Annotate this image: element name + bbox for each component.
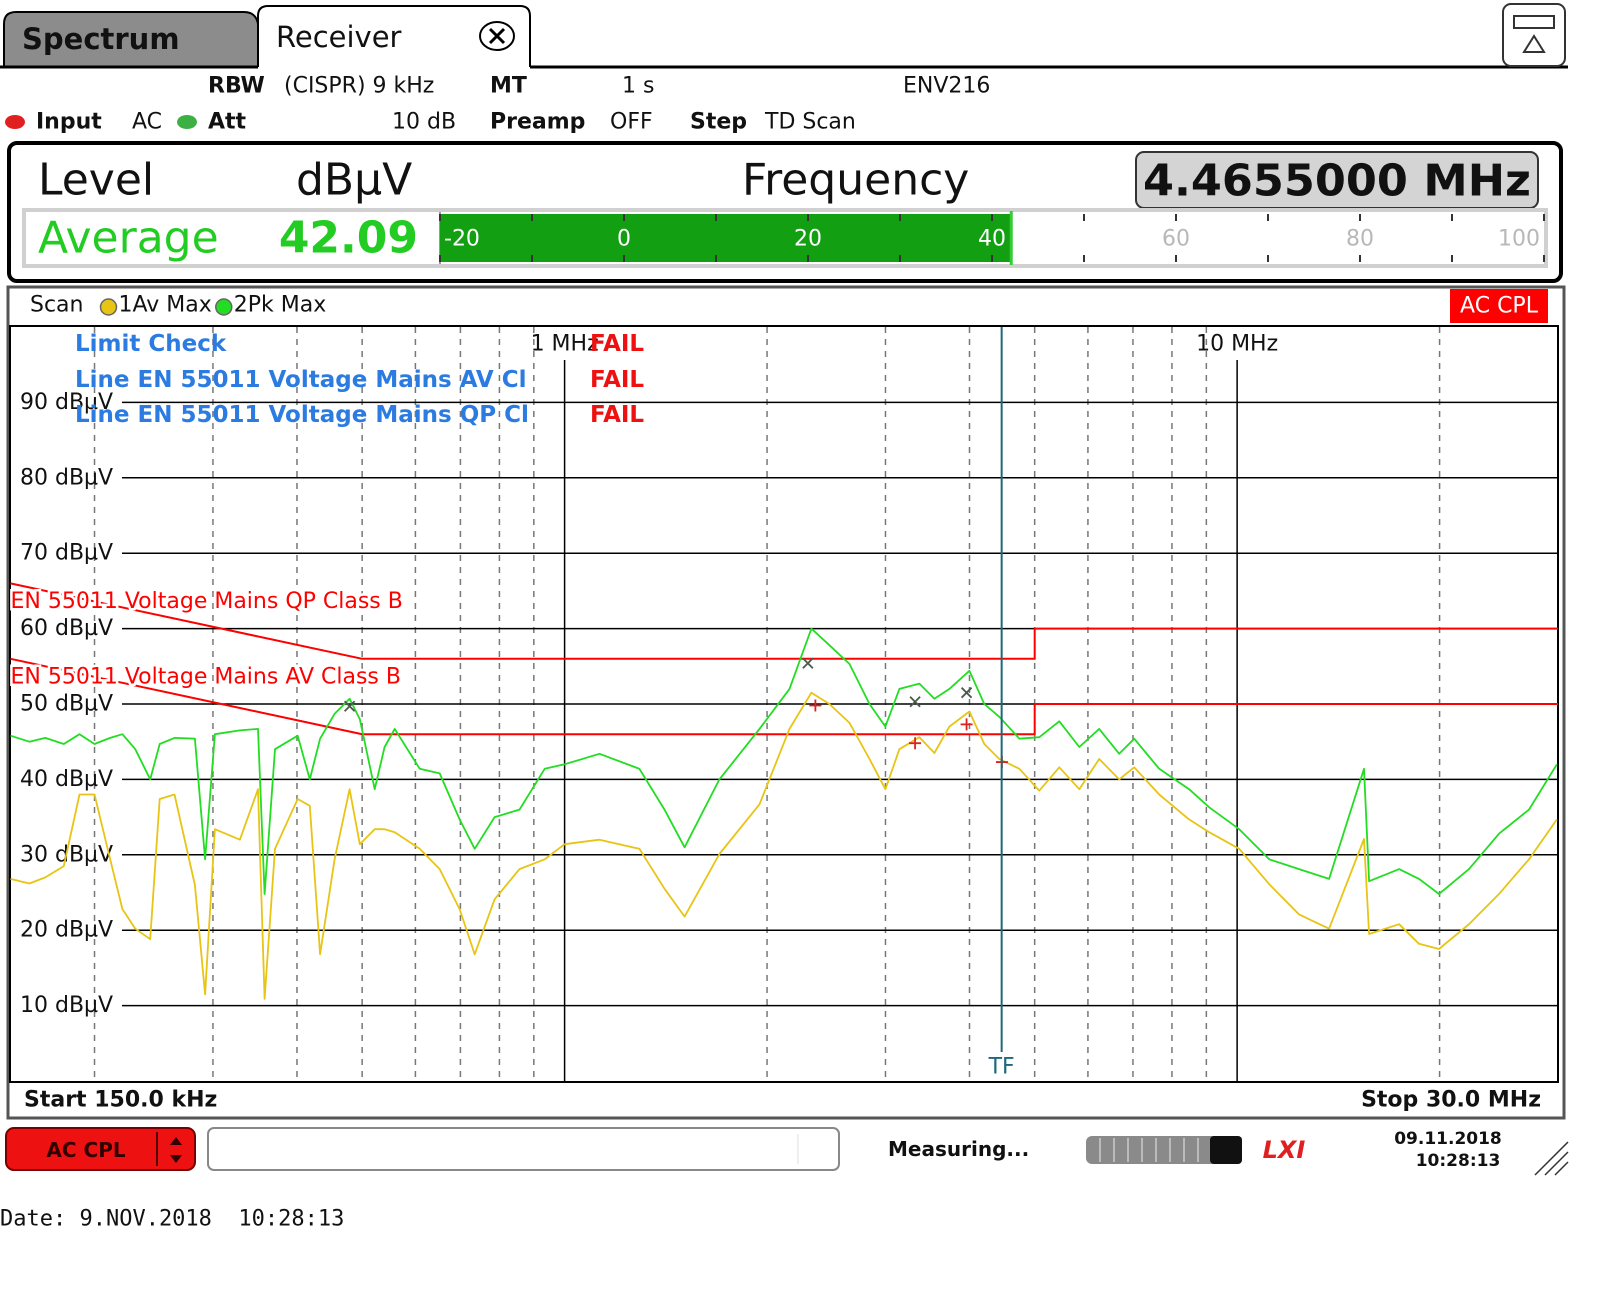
button-icon [1522,34,1546,53]
meter-tick-label: 60 [1162,227,1190,252]
status-time: 10:28:13 [1416,1151,1501,1171]
x-tick-label: 1 MHz [531,332,599,357]
peak-marker [802,657,814,669]
meter-tick-label: 0 [617,227,631,252]
tab-receiver[interactable] [257,5,531,67]
legend-swatch [99,298,118,316]
device-name: ENV216 [903,74,990,99]
y-tick-label: 10 dBµV [20,993,113,1018]
meter-tick-label: 100 [1498,227,1540,252]
limit-leader [159,690,363,735]
frequency-value: 4.4655000 MHz [1143,156,1531,207]
peak-marker [960,718,973,731]
peak-marker [909,737,922,750]
close-x [488,27,506,45]
setting-label: Att [208,110,247,135]
peak-marker [909,696,921,708]
status-date: 09.11.2018 [1394,1129,1502,1149]
limit-check-result: FAIL [590,331,644,357]
setting-label: RBW [208,74,265,99]
setting-label: Step [690,110,747,135]
peak-marker [809,699,822,712]
legend-label: 2Pk Max [234,293,326,318]
button-label: AC CPL [46,1138,125,1162]
button-icon [1513,15,1555,29]
limit-leader [159,614,363,660]
trace [10,627,1558,895]
progress-bar [1086,1136,1242,1164]
lxi-logo: LXI [1263,1136,1306,1164]
meter-tick-label: -20 [444,227,480,252]
y-tick-label: 90 dBµV [20,390,113,415]
limit-line-check: Line EN 55011 Voltage Mains AV Cl [75,367,527,393]
limit-line-check: Line EN 55011 Voltage Mains QP Cl [75,402,529,428]
y-tick-label: 80 dBµV [20,465,113,490]
setting-value: 10 dB [392,110,456,135]
setting-label: Input [36,110,102,135]
legend-label: 1Av Max [119,293,212,318]
meter-tick-label: 20 [794,227,822,252]
detector-label: Average [38,213,219,264]
close-tab-button[interactable] [479,21,515,51]
footer-date: Date: 9.NOV.2018 10:28:13 [0,1207,344,1232]
progress-segments [1099,1138,1199,1162]
resize-grip [1534,1141,1569,1176]
level-bar-edge [1009,211,1013,265]
setting-value: (CISPR) 9 kHz [284,74,434,99]
limit-line-result: FAIL [590,367,644,393]
coupling-badge [1450,289,1548,323]
input-field[interactable] [207,1127,840,1171]
button-frame [5,1127,196,1171]
limit-line-label: EN 55011 Voltage Mains QP Class B [11,589,403,614]
setting-label: Preamp [490,110,585,135]
limit-check-title: Limit Check [75,331,227,357]
setting-value: OFF [610,110,653,135]
y-tick-label: 60 dBµV [20,616,113,641]
limit-line-result: FAIL [590,402,644,428]
meter-tick-label: 40 [978,227,1006,252]
tab-label[interactable]: Spectrum [22,22,180,56]
input-indicator [5,115,25,129]
legend: 1Av Max 2Pk Max [99,293,326,318]
tab-label[interactable]: Receiver [276,20,402,54]
coupling-label: AC CPL [1460,294,1539,319]
peak-marker [960,687,973,699]
level-unit: dBµV [296,155,412,206]
setting-value: 1 s [622,74,654,99]
coupling-button[interactable]: AC CPL [5,1127,196,1171]
spin-arrows [170,1137,182,1163]
start-label: Start 150.0 kHz [24,1088,217,1113]
level-bar [440,214,1012,262]
level-meter: -20 0 20 40 60 80 100 [439,211,1545,265]
progress-fill [1210,1136,1242,1164]
display-toggle-button[interactable] [1502,3,1566,67]
stop-label: Stop 30.0 MHz [1361,1088,1541,1113]
limit-check: Limit Check Line EN 55011 Voltage Mains A… [75,331,529,428]
y-tick-label: 20 dBµV [20,918,113,943]
trace [10,691,1558,1000]
setting-value: TD Scan [764,110,856,135]
y-tick-label: 70 dBµV [20,541,113,566]
att-indicator [177,115,197,129]
x-tick-label: 10 MHz [1196,332,1278,357]
scan-label: Scan [30,293,84,318]
level-label: Level [38,155,154,206]
legend-swatch [215,298,233,316]
frequency-label: Frequency [742,155,969,206]
y-tick-label: 40 dBµV [20,767,113,792]
peak-marker [343,700,356,712]
tf-label: TF [988,1055,1015,1080]
progress-frame [1086,1136,1242,1164]
status-text: Measuring... [888,1137,1029,1161]
setting-label: MT [490,74,527,99]
tab-spectrum[interactable] [3,11,259,67]
level-value: 42.09 [279,213,418,264]
setting-value: AC [132,110,162,135]
y-tick-label: 50 dBµV [20,692,113,717]
limit-line-label: EN 55011 Voltage Mains AV Class B [11,664,401,689]
meter-tick-label: 80 [1346,227,1374,252]
